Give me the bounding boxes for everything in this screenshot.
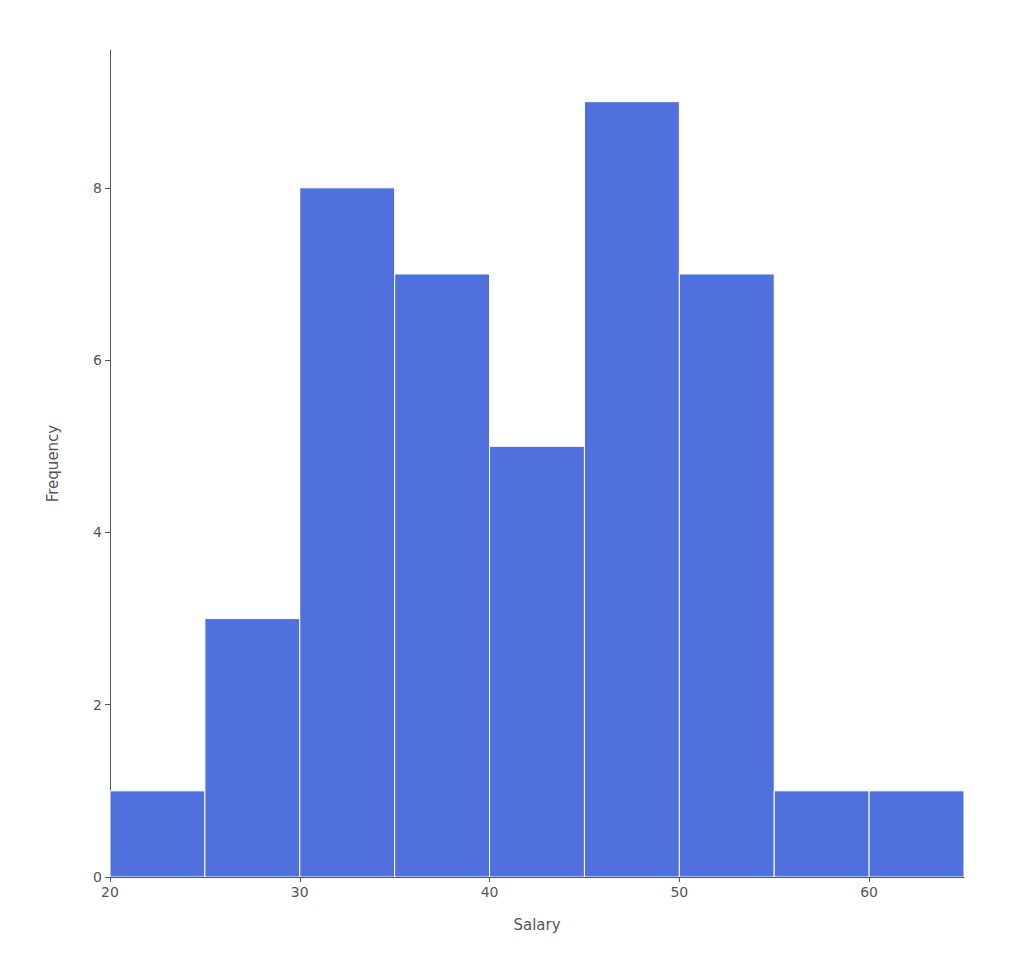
- svg-text:4: 4: [93, 524, 102, 540]
- svg-text:50: 50: [670, 884, 688, 900]
- svg-text:60: 60: [860, 884, 878, 900]
- svg-text:0: 0: [93, 869, 102, 885]
- svg-text:2: 2: [93, 697, 102, 713]
- svg-text:Frequency: Frequency: [44, 425, 62, 503]
- svg-text:40: 40: [481, 884, 499, 900]
- svg-text:20: 20: [101, 884, 119, 900]
- svg-text:6: 6: [93, 352, 102, 368]
- svg-text:30: 30: [291, 884, 309, 900]
- svg-text:8: 8: [93, 180, 102, 196]
- svg-text:Salary: Salary: [513, 916, 560, 934]
